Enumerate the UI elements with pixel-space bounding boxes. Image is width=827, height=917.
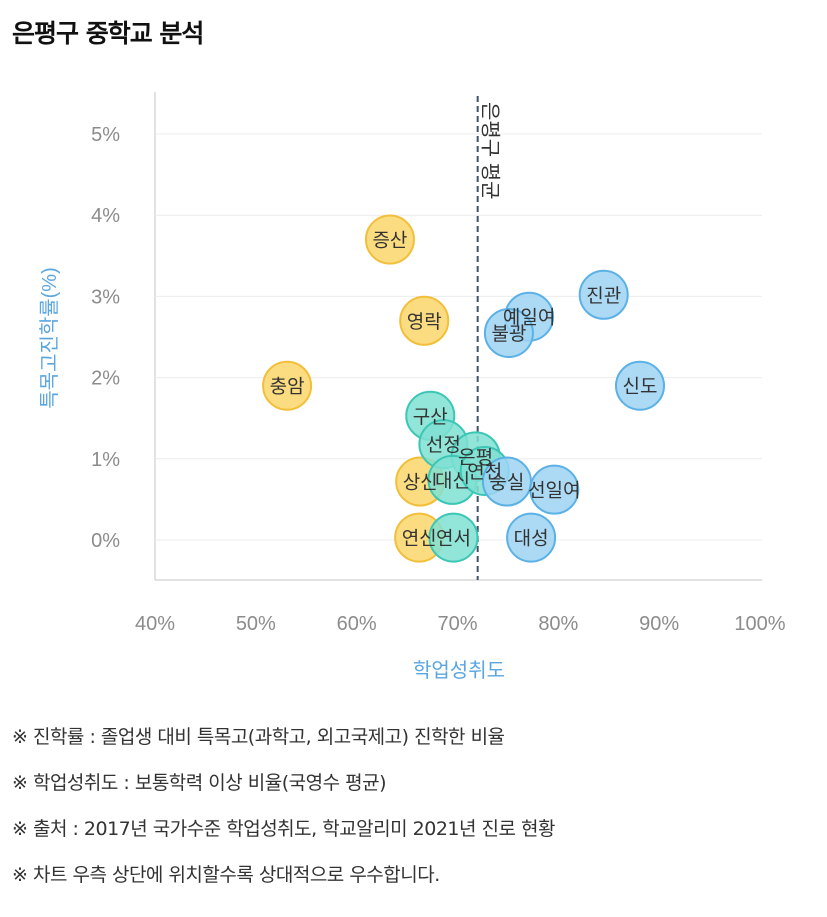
data-label-증산: 증산: [372, 230, 407, 252]
y-tick-label: 5%: [91, 124, 120, 146]
x-tick-label: 50%: [236, 613, 276, 635]
data-point-영락: [399, 295, 450, 346]
reference-line-label: 은평구 평균: [479, 102, 502, 200]
note-1: ※ 진학률 : 졸업생 대비 특목고(과학고, 외고국제고) 진학한 비율: [12, 726, 505, 748]
data-point-신도: [615, 360, 666, 411]
y-tick-label: 0%: [91, 530, 120, 552]
note-3: ※ 출처 : 2017년 국가수준 학업성취도, 학교알리미 2021년 진로 …: [12, 818, 556, 840]
data-label-충암: 충암: [270, 376, 305, 398]
data-label-은평: 은평: [458, 446, 493, 468]
y-tick-label: 2%: [91, 368, 120, 390]
x-tick-label: 100%: [734, 613, 785, 635]
x-tick-label: 70%: [437, 613, 477, 635]
data-point-충암: [262, 360, 313, 411]
x-tick-label: 60%: [337, 613, 377, 635]
data-point-연서: [428, 512, 479, 563]
data-label-연천: 연천: [467, 461, 502, 483]
data-label-연서: 연서: [436, 528, 471, 550]
data-label-신도: 신도: [623, 376, 658, 398]
x-tick-label: 90%: [639, 613, 679, 635]
data-label-선일여: 선일여: [528, 480, 580, 502]
data-point-대성: [506, 512, 557, 563]
data-point-불광: [483, 307, 534, 358]
y-tick-label: 3%: [91, 286, 120, 308]
x-tick-label: 80%: [538, 613, 578, 635]
data-label-영락: 영락: [407, 311, 442, 333]
note-4: ※ 차트 우측 상단에 위치할수록 상대적으로 우수합니다.: [12, 864, 440, 886]
y-tick-label: 1%: [91, 449, 120, 471]
scatter-chart: 0% 1% 2% 3% 4% 5% 40% 50% 60% 70% 80% 90% 100% 학업성취도 특…: [38, 92, 786, 682]
data-label-숭실: 숭실: [489, 472, 524, 494]
data-label-대신: 대신: [435, 470, 470, 492]
x-tick-label: 40%: [135, 613, 175, 635]
data-label-진관: 진관: [586, 285, 621, 307]
data-label-예일여: 예일여: [503, 307, 555, 329]
data-point-선일여: [529, 464, 580, 515]
page-title: 은평구 중학교 분석: [12, 19, 204, 48]
data-label-상신: 상신: [403, 472, 438, 494]
data-point-진관: [578, 269, 629, 320]
data-label-연신: 연신: [402, 528, 437, 550]
y-tick-label: 4%: [91, 205, 120, 227]
notes: ※ 진학률 : 졸업생 대비 특목고(과학고, 외고국제고) 진학한 비율 ※ …: [12, 722, 556, 906]
note-2: ※ 학업성취도 : 보통학력 이상 비율(국영수 평균): [12, 772, 387, 794]
data-label-선정: 선정: [426, 434, 461, 456]
data-point-증산: [364, 214, 415, 265]
data-label-구산: 구산: [413, 406, 448, 428]
x-axis-title: 학업성취도: [413, 659, 505, 682]
data-label-대성: 대성: [514, 528, 549, 550]
y-axis-title: 특목고진학률(%): [38, 267, 61, 409]
data-label-불광: 불광: [491, 323, 526, 345]
